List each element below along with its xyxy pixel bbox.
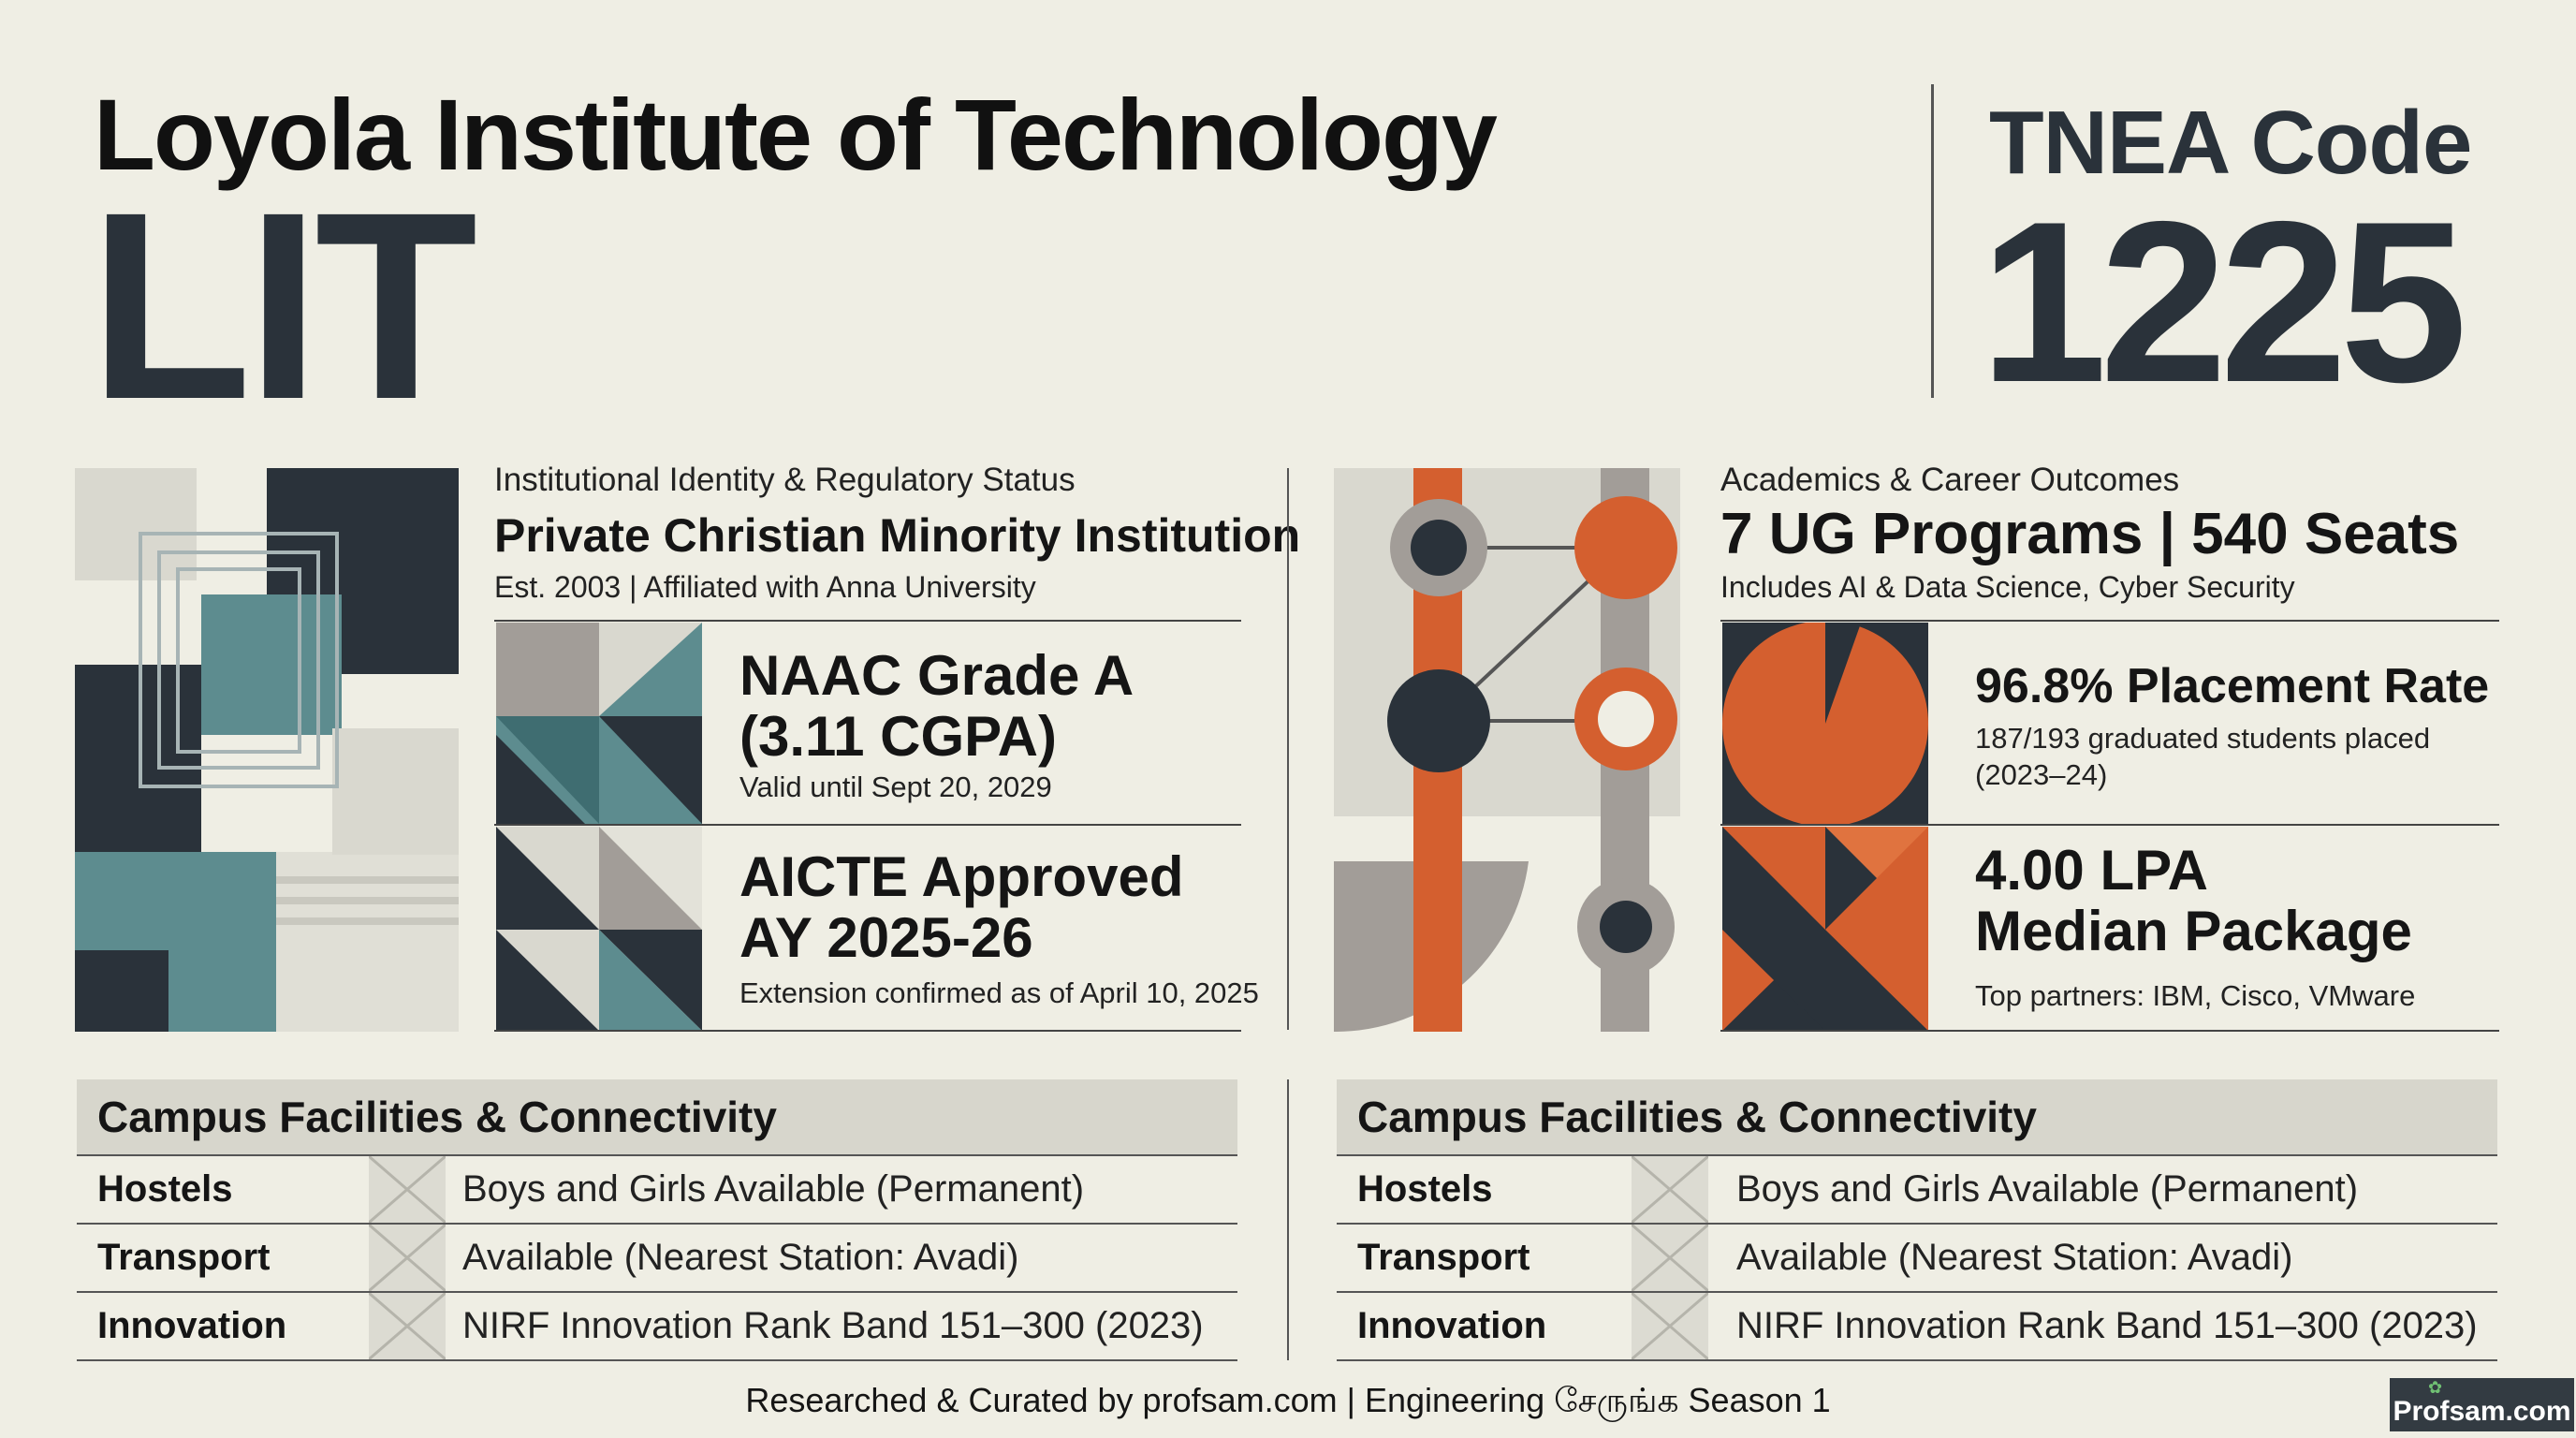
placement-detail-line2: (2023–24)	[1975, 757, 2108, 791]
facility-label: Transport	[97, 1237, 271, 1278]
facility-label: Transport	[1357, 1237, 1530, 1278]
identity-category: Institutional Identity & Regulatory Stat…	[494, 462, 1076, 498]
placement-detail-line1: 187/193 graduated students placed	[1975, 722, 2431, 755]
facility-value: NIRF Innovation Rank Band 151–300 (2023)	[1736, 1305, 2478, 1346]
placement-rate: 96.8% Placement Rate	[1975, 659, 2490, 713]
identity-subtext: Est. 2003 | Affiliated with Anna Univers…	[494, 570, 1036, 604]
table-row: Innovation NIRF Innovation Rank Band 151…	[77, 1293, 1237, 1361]
facilities-heading: Campus Facilities & Connectivity	[77, 1079, 1237, 1156]
academics-divider-3	[1720, 1030, 2499, 1032]
package-title-line2: Median Package	[1975, 899, 2412, 962]
aicte-extension: Extension confirmed as of April 10, 2025	[739, 976, 1259, 1009]
cross-divider-icon	[369, 1293, 446, 1359]
panel-divider	[1287, 468, 1289, 1030]
aicte-title-line2: AY 2025-26	[739, 905, 1033, 969]
cross-divider-icon	[369, 1156, 446, 1223]
cross-divider-icon	[369, 1225, 446, 1291]
institute-title: Loyola Institute of Technology	[94, 78, 1498, 191]
cross-divider-icon	[1632, 1225, 1708, 1291]
cross-divider-icon	[1632, 1156, 1708, 1223]
footer-credit: Researched & Curated by profsam.com | En…	[745, 1381, 1831, 1419]
profsam-badge[interactable]: Profsam.com	[2390, 1378, 2574, 1431]
academics-network-artwork	[1334, 468, 1680, 1032]
facility-value: Available (Nearest Station: Avadi)	[1736, 1237, 2293, 1278]
academics-heading: 7 UG Programs | 540 Seats	[1720, 502, 2460, 566]
academics-divider-1	[1720, 620, 2499, 622]
package-partners: Top partners: IBM, Cisco, VMware	[1975, 979, 2416, 1012]
package-title-line1: 4.00 LPA	[1975, 839, 2208, 902]
aicte-artwork	[496, 827, 702, 1031]
cross-divider-icon	[1632, 1293, 1708, 1359]
table-row: Transport Available (Nearest Station: Av…	[77, 1225, 1237, 1293]
header-divider	[1931, 84, 1934, 398]
academics-category: Academics & Career Outcomes	[1720, 462, 2180, 498]
facilities-divider	[1287, 1079, 1289, 1360]
facility-label: Innovation	[1357, 1305, 1547, 1346]
aicte-title: AICTE Approved AY 2025-26	[739, 845, 1184, 969]
identity-divider-1	[494, 620, 1241, 622]
placement-detail: 187/193 graduated students placed (2023–…	[1975, 721, 2430, 794]
package-artwork	[1722, 827, 1928, 1031]
identity-divider-2	[494, 824, 1241, 826]
facility-value: Boys and Girls Available (Permanent)	[462, 1168, 1085, 1210]
naac-artwork	[496, 623, 702, 824]
tnea-code-value: 1225	[1980, 173, 2467, 430]
table-row: Hostels Boys and Girls Available (Perman…	[1337, 1156, 2497, 1225]
aicte-title-line1: AICTE Approved	[739, 845, 1184, 908]
facilities-heading: Campus Facilities & Connectivity	[1337, 1079, 2497, 1156]
facility-value: NIRF Innovation Rank Band 151–300 (2023)	[462, 1305, 1204, 1346]
naac-validity: Valid until Sept 20, 2029	[739, 770, 1052, 803]
identity-geometric-artwork	[75, 468, 459, 1032]
academics-subtext: Includes AI & Data Science, Cyber Securi…	[1720, 570, 2295, 604]
table-row: Transport Available (Nearest Station: Av…	[1337, 1225, 2497, 1293]
facility-label: Innovation	[97, 1305, 287, 1346]
facility-value: Boys and Girls Available (Permanent)	[1736, 1168, 2359, 1210]
identity-heading: Private Christian Minority Institution	[494, 509, 1301, 562]
facility-label: Hostels	[1357, 1168, 1493, 1210]
table-row: Hostels Boys and Girls Available (Perman…	[77, 1156, 1237, 1225]
facilities-table-left: Campus Facilities & Connectivity Hostels…	[77, 1079, 1237, 1361]
naac-title-line2: (3.11 CGPA)	[739, 704, 1057, 768]
tnea-code-label: TNEA Code	[1989, 93, 2472, 193]
table-row: Innovation NIRF Innovation Rank Band 151…	[1337, 1293, 2497, 1361]
institute-abbreviation: LIT	[89, 157, 477, 455]
naac-title: NAAC Grade A (3.11 CGPA)	[739, 644, 1134, 768]
identity-divider-3	[494, 1030, 1241, 1032]
academics-divider-2	[1720, 824, 2499, 826]
placement-pie-artwork	[1722, 623, 1928, 824]
package-title: 4.00 LPA Median Package	[1975, 839, 2412, 962]
naac-title-line1: NAAC Grade A	[739, 644, 1134, 707]
facilities-table-right: Campus Facilities & Connectivity Hostels…	[1337, 1079, 2497, 1361]
facility-label: Hostels	[97, 1168, 233, 1210]
facility-value: Available (Nearest Station: Avadi)	[462, 1237, 1019, 1278]
leaf-icon: ✿	[2428, 1378, 2443, 1397]
